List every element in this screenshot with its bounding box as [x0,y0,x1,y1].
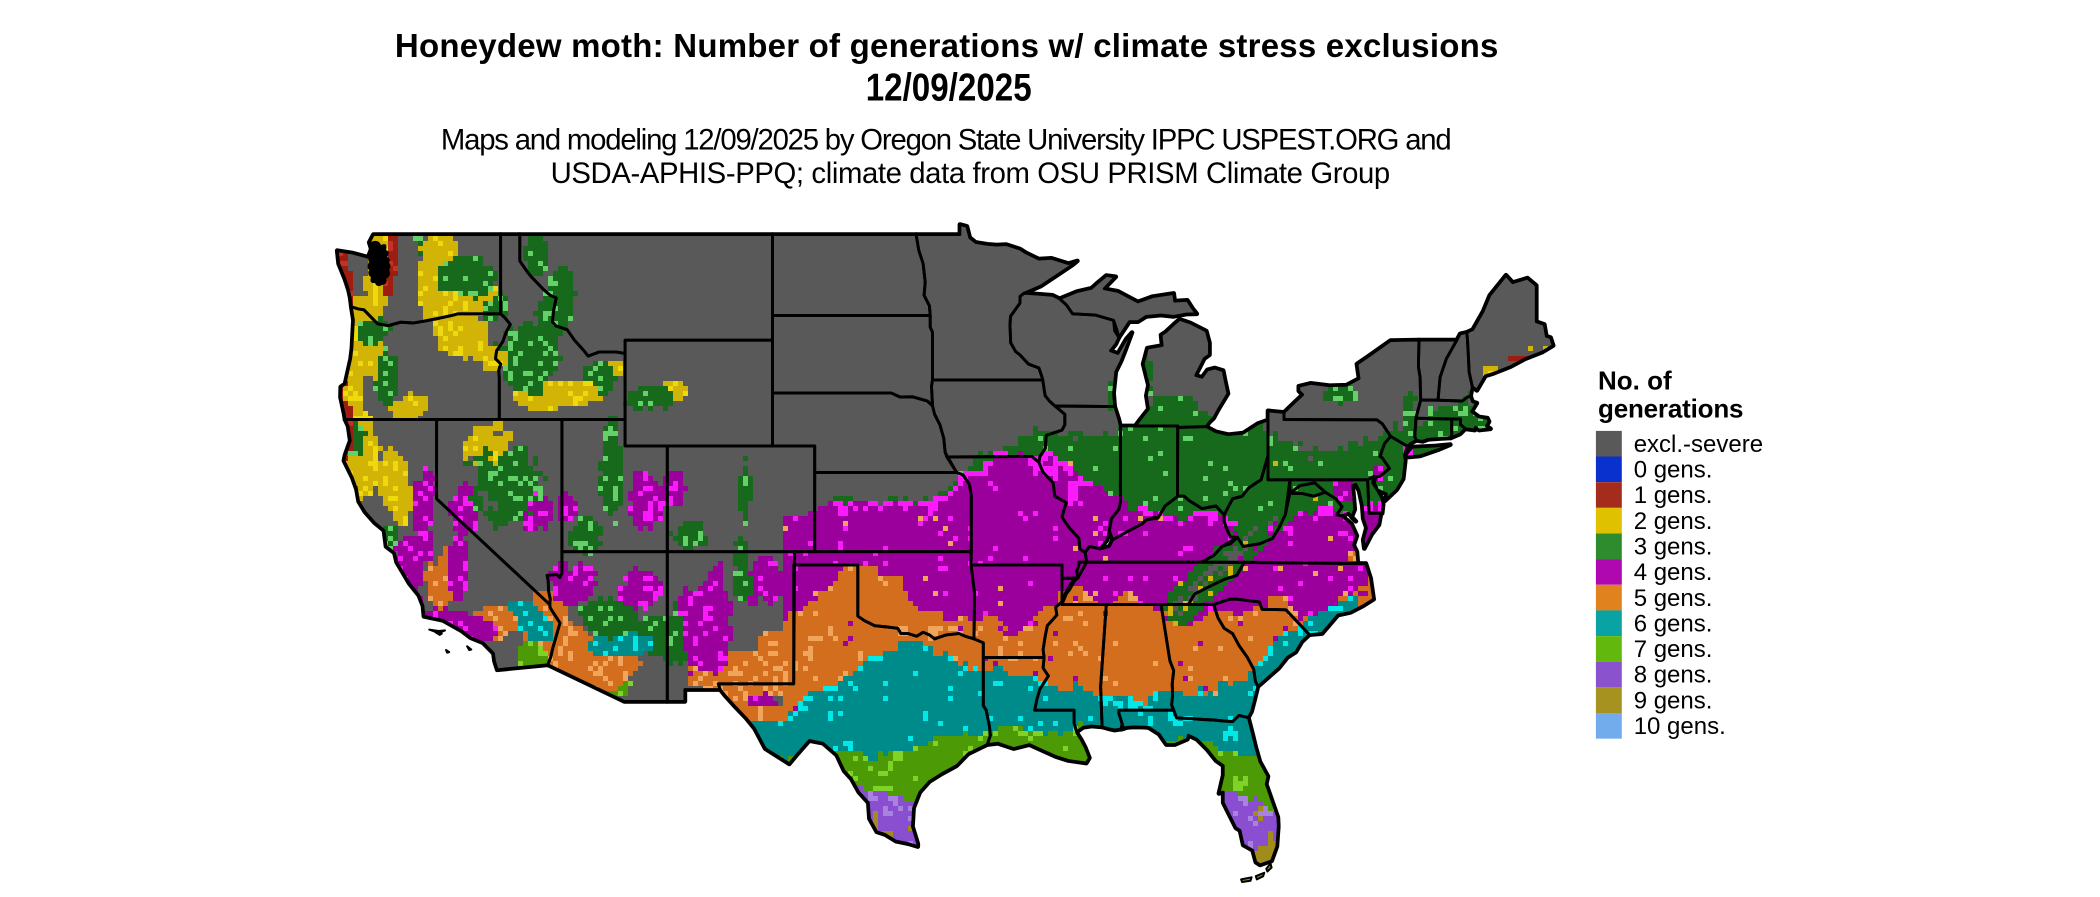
svg-text:6 gens.: 6 gens. [1634,610,1713,637]
svg-text:9 gens.: 9 gens. [1634,687,1713,714]
svg-text:excl.-severe: excl.-severe [1634,431,1763,458]
svg-text:Honeydew moth: Number of gener: Honeydew moth: Number of generations w/ … [395,27,1499,64]
svg-text:10 gens.: 10 gens. [1634,713,1726,740]
svg-text:Maps and modeling 12/09/2025 b: Maps and modeling 12/09/2025 by Oregon S… [441,124,1452,157]
svg-text:8 gens.: 8 gens. [1634,662,1713,689]
svg-text:USDA-APHIS-PPQ; climate data f: USDA-APHIS-PPQ; climate data from OSU PR… [551,157,1391,190]
svg-text:5 gens.: 5 gens. [1634,585,1713,612]
svg-text:1 gens.: 1 gens. [1634,482,1713,509]
svg-text:2 gens.: 2 gens. [1634,508,1713,535]
svg-text:4 gens.: 4 gens. [1634,559,1713,586]
svg-text:7 gens.: 7 gens. [1634,636,1713,663]
svg-text:0 gens.: 0 gens. [1634,457,1713,484]
svg-text:No. of: No. of [1598,366,1672,396]
svg-text:generations: generations [1598,393,1744,423]
svg-text:12/09/2025: 12/09/2025 [866,66,1032,109]
svg-text:3 gens.: 3 gens. [1634,534,1713,561]
